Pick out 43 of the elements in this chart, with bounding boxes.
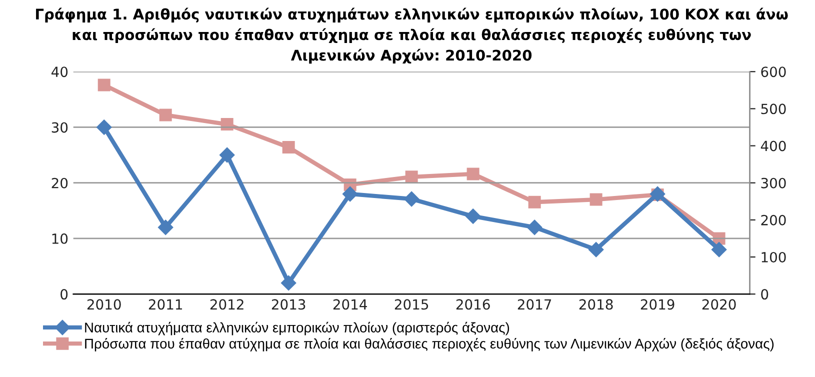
x-tick-label: 2011 [148,299,182,310]
point [404,191,420,207]
y2-tick-label: 300 [761,178,786,188]
x-tick-label: 2017 [518,299,552,310]
x-tick-label: 2013 [272,299,306,310]
x-tick-label: 2015 [394,299,428,310]
chart-title: Γράφημα 1. Αριθμός ναυτικών ατυχημάτων ελληνικών εμπορικών πλοίων, 100 ΚΟΧ και άνω και προσώπων που έπαθαν ατύχημα σε πλοία και θαλάσσιες περιοχές ευθύνης των Λιμενικών Αρχών: 2010-2020 [36,8,788,64]
point [281,275,296,291]
point [159,108,172,122]
point [158,220,174,235]
x-tick-label: 2012 [210,299,244,310]
point [711,242,727,258]
x-tick-label: 2020 [702,299,736,310]
point [528,196,541,208]
point [526,220,542,235]
point [98,78,110,92]
y2-tick-label: 500 [761,104,786,114]
x-tick-label: 2010 [87,299,121,310]
y2-tick-label: 600 [761,66,786,78]
point [282,141,295,154]
legend-label: Ναυτικά ατυχήματα ελληνικών εμπορικών πλοίων (αριστερός άξονας) [85,322,510,336]
point [588,242,604,258]
point [405,170,418,184]
point [466,208,481,224]
y2-tick-label: 0 [761,289,768,300]
point [220,147,235,163]
y2-tick-label: 200 [761,214,786,226]
point [466,168,480,180]
x-tick-label: 2018 [579,299,613,310]
point [96,120,112,135]
y2-tick-label: 100 [762,252,786,262]
x-tick-label: 2014 [333,299,367,310]
legend-label: Πρόσωπα που έπαθαν ατύχημα σε πλοία και θαλάσσιες περιοχές ευθύνης των Λιμενικών Αρχών (δεξιός άξονας) [85,338,774,352]
y-tick-label: 40 [51,66,68,78]
point [342,186,358,202]
y-tick-label: 30 [52,122,68,133]
y-tick-label: 20 [52,178,68,188]
point [590,193,602,206]
y-tick-label: 10 [52,233,68,244]
y2-tick-label: 400 [760,140,786,152]
y-tick-label: 0 [60,289,68,300]
x-tick-label: 2016 [456,299,490,310]
x-tick-label: 2019 [640,299,674,310]
